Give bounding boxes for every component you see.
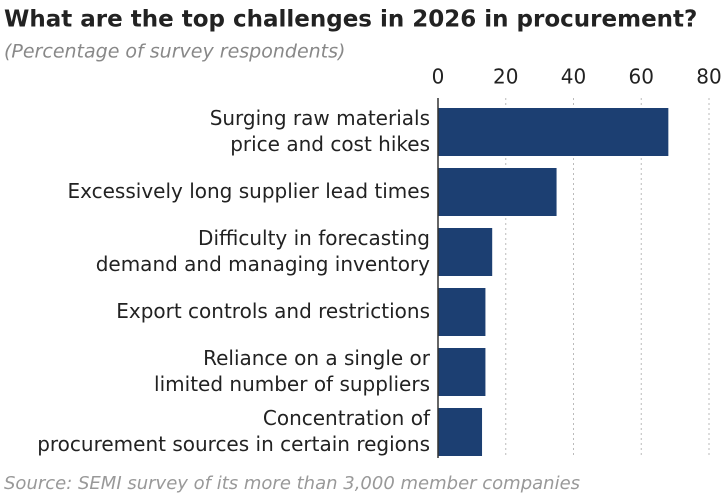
x-tick-label: 80: [696, 65, 721, 89]
category-label: Difficulty in forecasting demand and mana…: [96, 226, 430, 276]
category-label: Concentration of procurement sources in c…: [37, 406, 431, 456]
category-label: Surging raw materials price and cost hike…: [210, 106, 430, 156]
chart-title: What are the top challenges in 2026 in p…: [4, 7, 697, 33]
x-tick-label: 40: [561, 65, 586, 89]
category-label: Export controls and restrictions: [116, 299, 430, 323]
bar: [438, 408, 483, 456]
category-label: Excessively long supplier lead times: [68, 179, 431, 203]
category-label: Reliance on a single or limited number of…: [154, 346, 431, 396]
source-note: Source: SEMI survey of its more than 3,0…: [4, 473, 580, 494]
bar: [438, 168, 557, 216]
bar: [438, 288, 486, 336]
bar: [438, 108, 669, 156]
x-tick-label: 60: [629, 65, 654, 89]
bar: [438, 228, 493, 276]
chart-subtitle: (Percentage of survey respondents): [4, 41, 345, 63]
x-tick-label: 20: [493, 65, 518, 89]
x-tick-label: 0: [432, 65, 445, 89]
bar: [438, 348, 486, 396]
